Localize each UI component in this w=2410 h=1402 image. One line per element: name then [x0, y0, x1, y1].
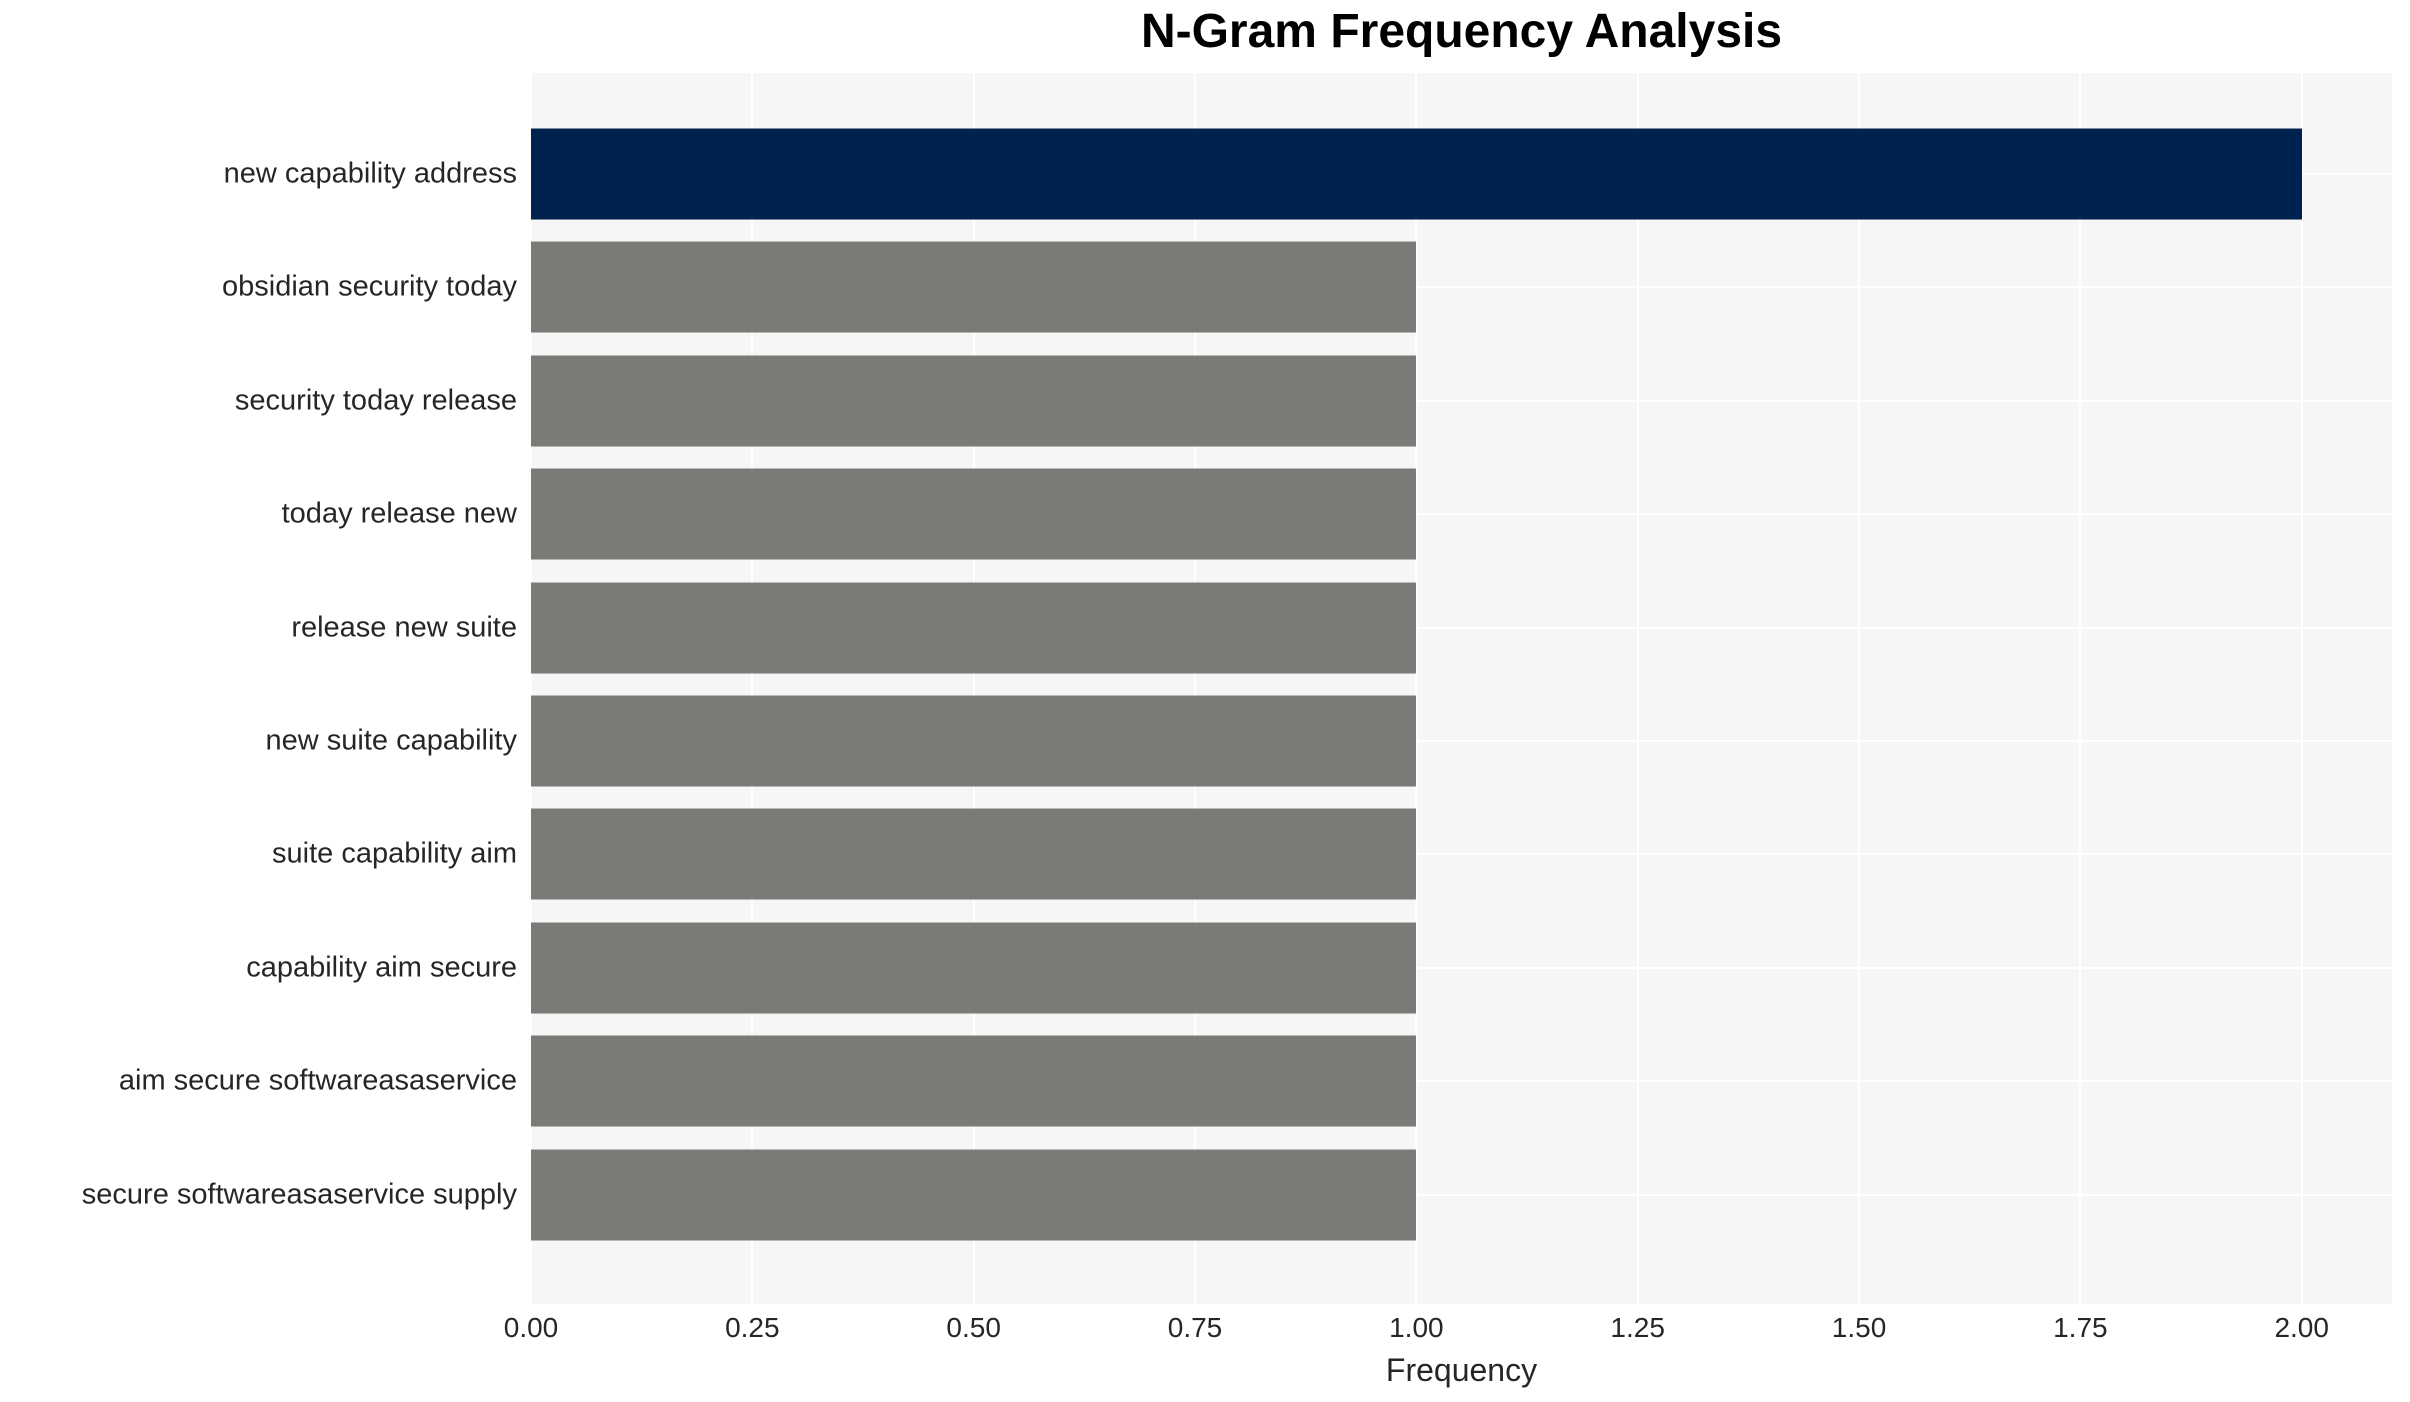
- gridline-horizontal: [531, 513, 2392, 516]
- x-tick-label: 0.75: [1167, 1312, 1223, 1343]
- gridline-vertical: [1194, 73, 1196, 1304]
- gridline-horizontal: [531, 1193, 2392, 1196]
- gridline-vertical: [530, 73, 532, 1304]
- x-axis-ticks: 0.00 0.25 0.50 0.75 1.00 1.25 1.50 1.75 2.00: [504, 1312, 2392, 1352]
- gridline-vertical: [751, 73, 754, 1304]
- bar: [531, 1149, 1417, 1241]
- bar: [531, 695, 1417, 787]
- x-tick-label: 0.50: [946, 1312, 1001, 1343]
- gridline-vertical: [972, 73, 975, 1304]
- y-axis-label: aim secure softwareasaservice: [118, 1064, 517, 1097]
- gridline-horizontal: [531, 399, 2392, 402]
- bar: [531, 922, 1417, 1014]
- gridline-horizontal: [531, 966, 2392, 969]
- bar: [531, 468, 1417, 560]
- bar: [531, 808, 1417, 900]
- y-axis-label: capability aim secure: [246, 951, 517, 984]
- y-axis-label: new capability address: [223, 157, 517, 190]
- y-axis-label: security today release: [234, 384, 517, 417]
- bar: [531, 128, 2302, 220]
- x-tick-label: 1.75: [2053, 1312, 2108, 1343]
- bar: [531, 355, 1417, 447]
- x-axis-title: Frequency: [1385, 1352, 1538, 1388]
- gridline-vertical: [2079, 73, 2082, 1304]
- bar: [531, 1035, 1417, 1127]
- gridline-horizontal: [531, 1080, 2392, 1083]
- y-axis-label: new suite capability: [265, 724, 517, 757]
- gridline-horizontal: [531, 286, 2392, 289]
- y-axis-label: secure softwareasaservice supply: [81, 1178, 517, 1211]
- y-axis-label: suite capability aim: [272, 837, 517, 870]
- gridline-horizontal: [531, 740, 2392, 743]
- x-tick-label: 0.25: [725, 1312, 780, 1343]
- x-tick-label: 2.00: [2274, 1312, 2329, 1343]
- x-tick-label: 1.25: [1610, 1312, 1665, 1343]
- chart-title: N-Gram Frequency Analysis: [1140, 5, 1783, 58]
- gridline-vertical: [1858, 73, 1861, 1304]
- y-axis-labels: new capability address obsidian security …: [0, 73, 531, 1304]
- gridline-horizontal: [531, 626, 2392, 629]
- bar: [531, 582, 1417, 674]
- gridline-vertical: [2300, 73, 2303, 1304]
- y-axis-label: release new suite: [291, 611, 517, 644]
- y-axis-label: obsidian security today: [222, 270, 517, 303]
- plot-area: [530, 73, 2392, 1304]
- x-tick-label: 1.50: [1831, 1312, 1887, 1343]
- bar: [531, 241, 1417, 333]
- x-tick-label: 0.00: [503, 1312, 559, 1343]
- x-tick-label: 1.00: [1389, 1312, 1444, 1343]
- gridline-vertical: [1415, 73, 1418, 1304]
- gridline-vertical: [1636, 73, 1639, 1304]
- gridline-horizontal: [531, 853, 2392, 856]
- y-axis-label: today release new: [281, 497, 517, 530]
